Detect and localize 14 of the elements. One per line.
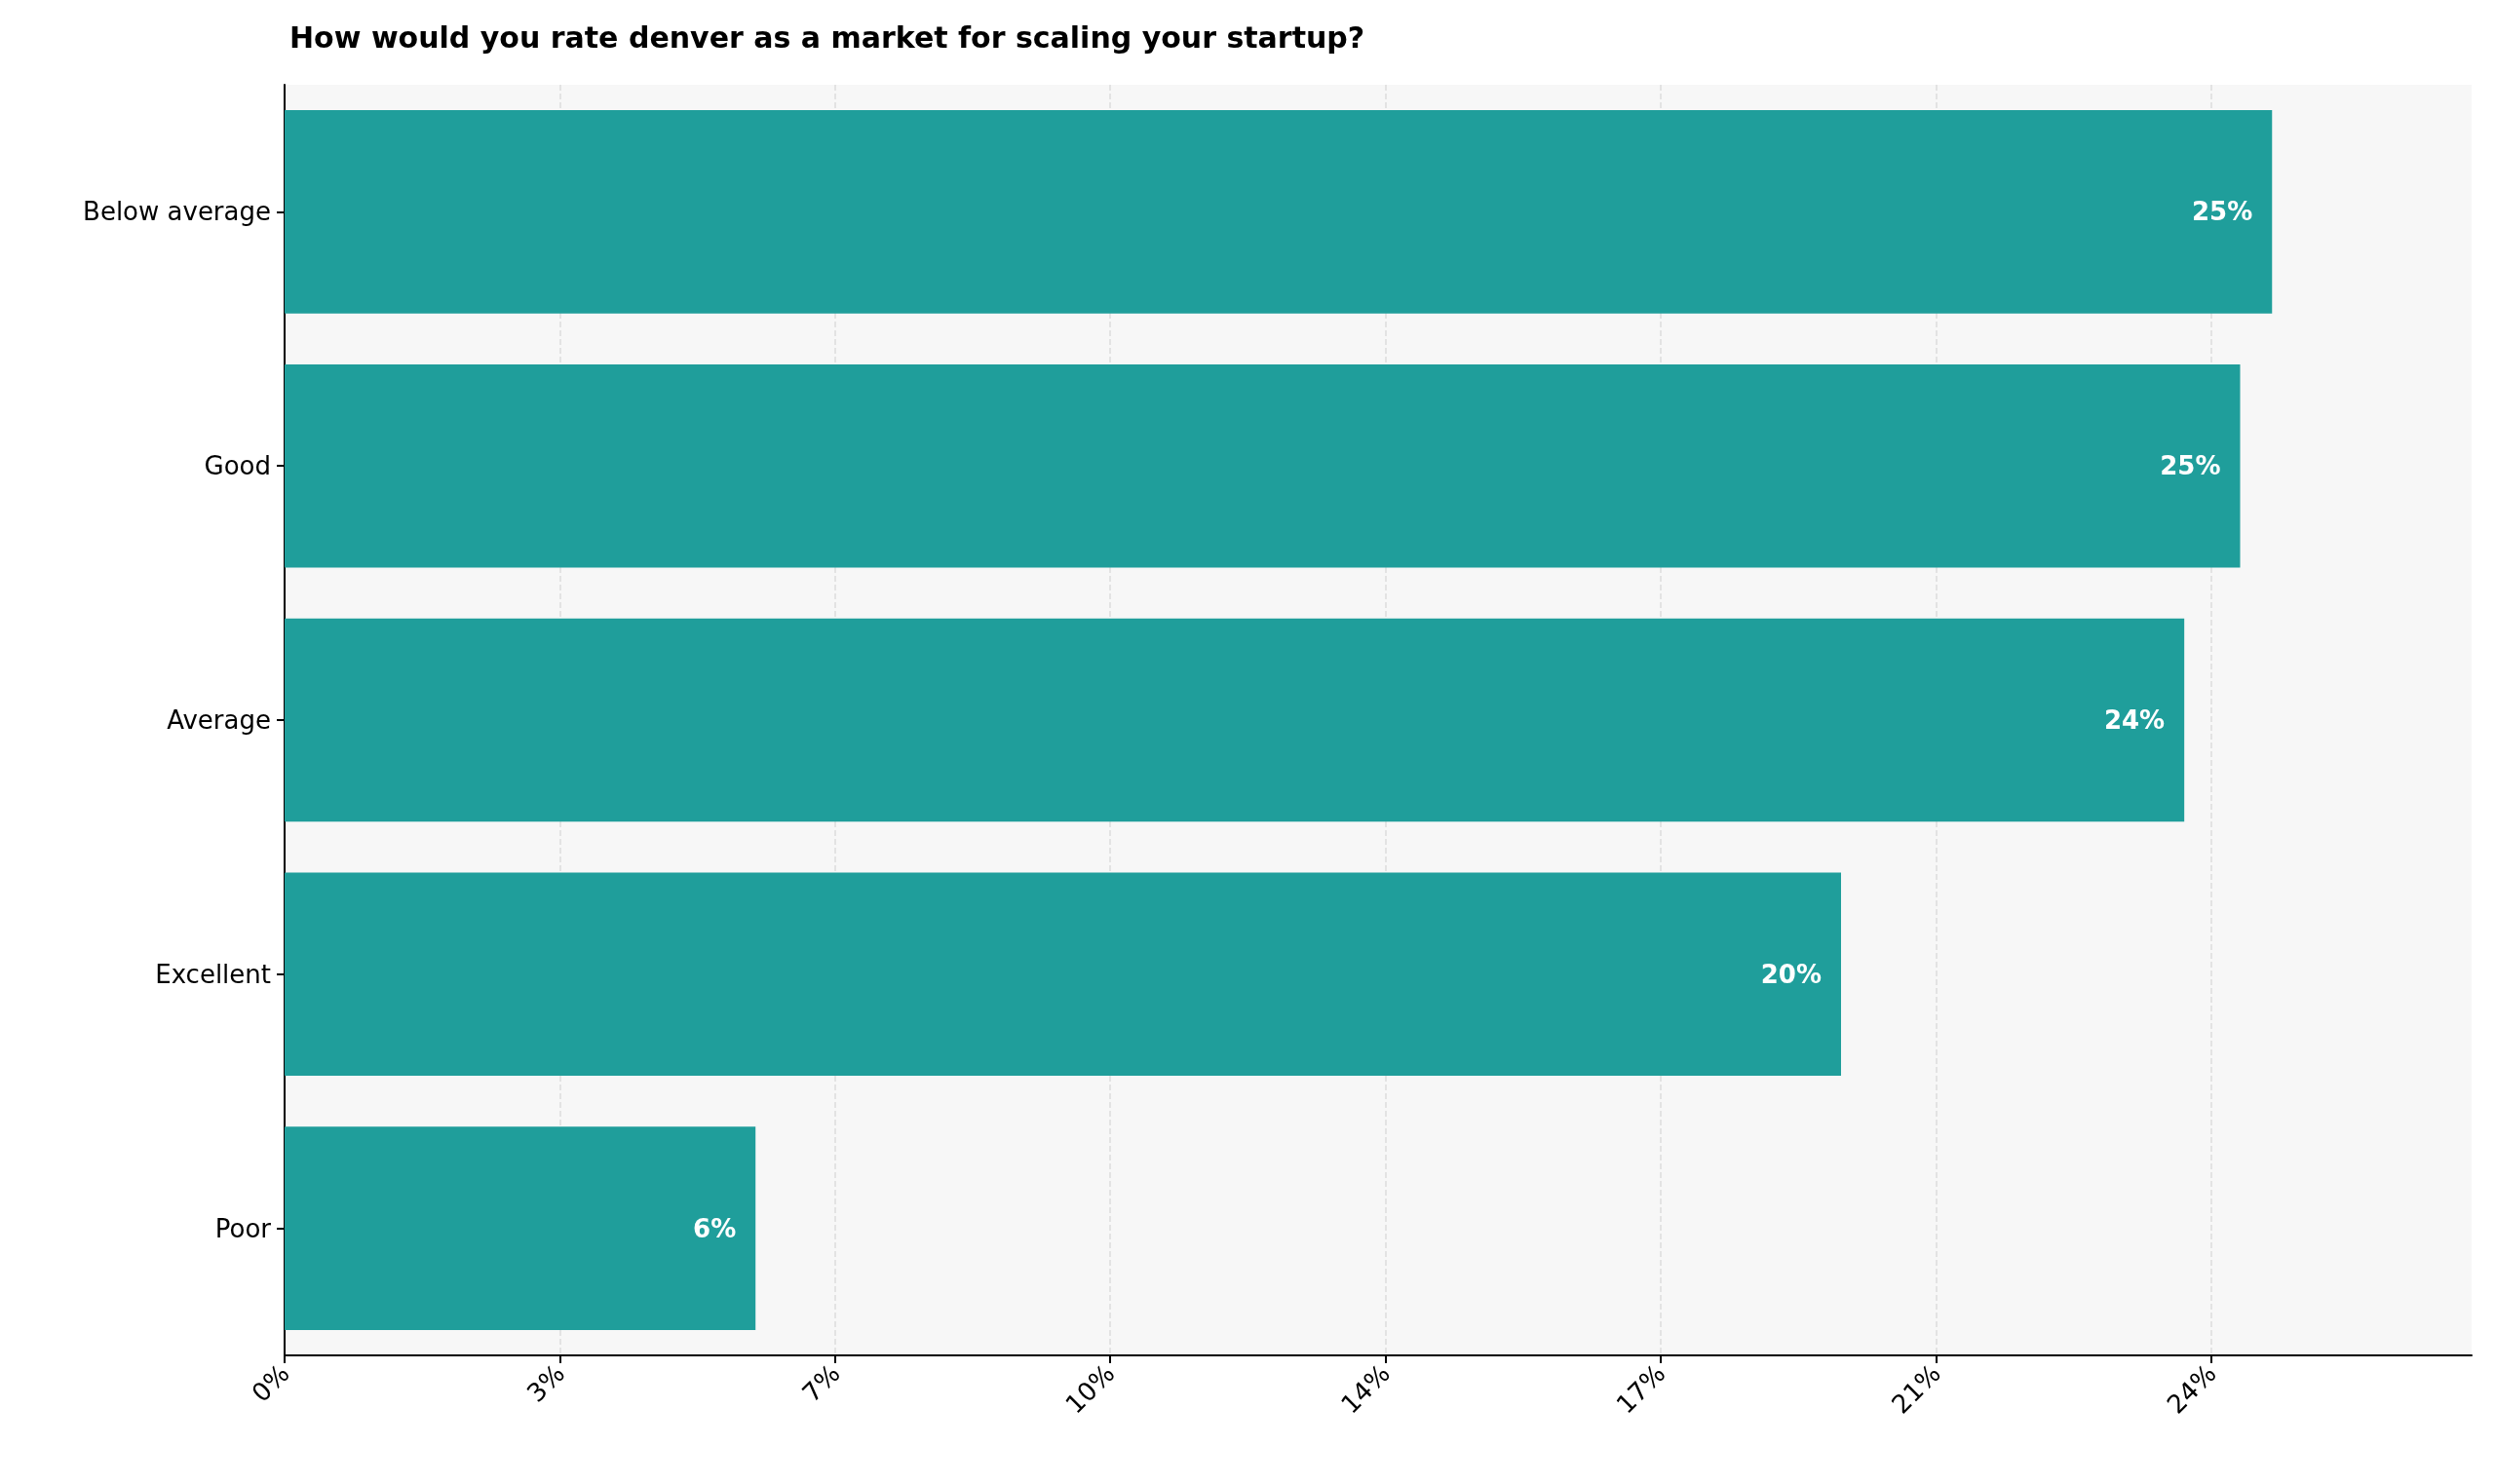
y-tick-label: Excellent: [155, 959, 271, 989]
y-tick-label: Average: [167, 705, 271, 735]
y-tick-label: Good: [204, 451, 271, 481]
data-label: 6%: [693, 1213, 737, 1243]
data-label: 24%: [2103, 705, 2166, 735]
data-label: 20%: [1760, 959, 1823, 989]
data-label: 25%: [2192, 197, 2253, 227]
chart-title: How would you rate denver as a market for scaling your startup?: [289, 19, 1365, 55]
data-label: 25%: [2160, 451, 2221, 481]
x-tick-label: 3%: [520, 1358, 571, 1408]
y-tick-label: Poor: [214, 1213, 272, 1243]
x-tick-label: 7%: [796, 1358, 846, 1408]
x-tick-label: 0%: [246, 1358, 295, 1408]
y-tick-label: Below average: [83, 197, 271, 227]
